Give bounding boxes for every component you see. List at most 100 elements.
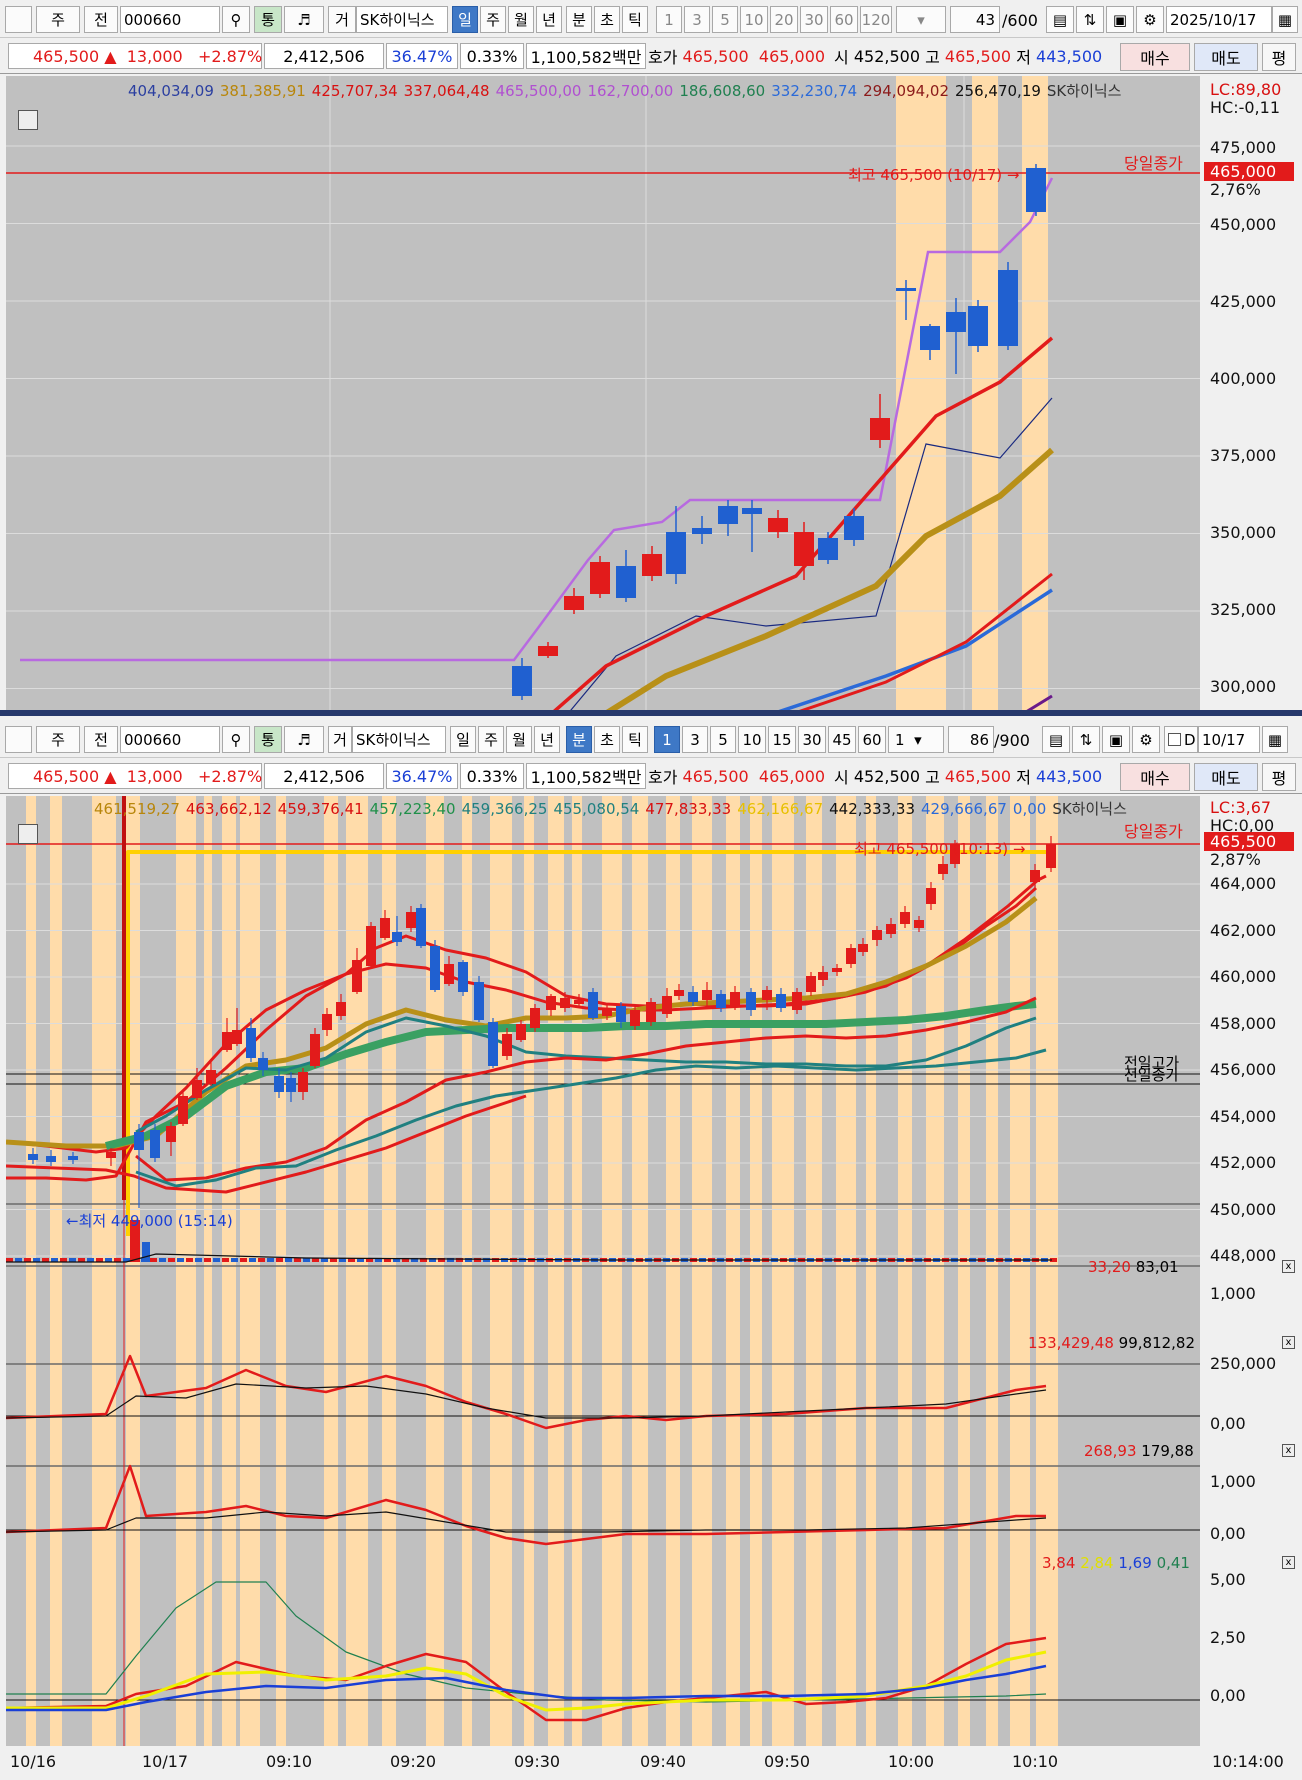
close-ind3-icon[interactable]: x — [1282, 1556, 1295, 1569]
interval-select[interactable]: 1 ▾ — [888, 726, 944, 753]
period-week[interactable]: 주 — [478, 726, 504, 753]
num-20[interactable]: 20 — [770, 6, 798, 33]
search-icon[interactable]: ⚲ — [222, 6, 250, 33]
volume-bar — [483, 1258, 490, 1262]
gear-icon[interactable]: ⚙ — [1136, 6, 1164, 33]
candle — [946, 312, 966, 332]
period-minute[interactable]: 분 — [566, 6, 592, 33]
code-input[interactable]: 000660 — [120, 6, 220, 33]
x-label: 10/17 — [142, 1752, 189, 1771]
period-week[interactable]: 주 — [480, 6, 506, 33]
ask-value: 465,500 — [682, 46, 749, 66]
prev-button[interactable]: 전 — [84, 726, 118, 753]
candle-icon[interactable]: ▤ — [1046, 6, 1074, 33]
calendar-icon[interactable]: ▦ — [1272, 6, 1298, 33]
count-input[interactable]: 43 — [950, 6, 1000, 33]
geo-button[interactable]: 거 — [328, 6, 356, 33]
code-input[interactable]: 000660 — [120, 726, 220, 753]
volume-bar — [213, 1258, 220, 1262]
interval-select[interactable]: ▾ — [896, 6, 946, 33]
legend-item: 381,385,91 — [219, 82, 306, 100]
sell-button[interactable]: 매도 — [1194, 43, 1258, 71]
legend-item: 459,366,25 — [461, 800, 548, 818]
period-day[interactable]: 일 — [452, 6, 478, 33]
highlight-band — [548, 796, 564, 1746]
volume-bar — [474, 1258, 481, 1262]
buy-button[interactable]: 매수 — [1120, 763, 1190, 791]
window-icon[interactable] — [5, 726, 32, 753]
x-label: 09:40 — [640, 1752, 687, 1771]
num-3[interactable]: 3 — [682, 726, 708, 753]
legend-item: 477,833,33 — [645, 800, 732, 818]
grid-toggle-icon[interactable] — [18, 110, 38, 130]
period-second[interactable]: 초 — [594, 6, 620, 33]
buy-button[interactable]: 매수 — [1120, 43, 1190, 71]
compare-icon[interactable]: ⇅ — [1072, 726, 1100, 753]
date-input[interactable]: 2025/10/17 — [1166, 6, 1272, 33]
count-input[interactable]: 86 — [948, 726, 994, 753]
num-3[interactable]: 3 — [684, 6, 710, 33]
num-1[interactable]: 1 — [656, 6, 682, 33]
tong-button[interactable]: 통 — [254, 6, 282, 33]
panel-separator[interactable] — [0, 710, 1302, 716]
sell-button[interactable]: 매도 — [1194, 763, 1258, 791]
window-icon[interactable] — [5, 6, 32, 33]
num-10[interactable]: 10 — [740, 6, 768, 33]
minute-tick: 462,000 — [1210, 920, 1277, 940]
d-checkbox[interactable]: D — [1164, 726, 1198, 753]
period-year[interactable]: 년 — [534, 726, 560, 753]
calendar-icon[interactable]: ▦ — [1262, 726, 1288, 753]
tong-button[interactable]: 통 — [254, 726, 282, 753]
num-30[interactable]: 30 — [798, 726, 826, 753]
daily-chart-panel[interactable]: 404,034,09 381,385,91 425,707,34 337,064,48… — [6, 76, 1200, 710]
close-ind2-icon[interactable]: x — [1282, 1444, 1295, 1457]
num-30[interactable]: 30 — [800, 6, 828, 33]
speaker-icon[interactable]: ♬ — [284, 6, 324, 33]
period-tick[interactable]: 틱 — [622, 6, 648, 33]
highlight-band — [1010, 796, 1030, 1746]
close-ind1-icon[interactable]: x — [1282, 1336, 1295, 1349]
period-tick[interactable]: 틱 — [622, 726, 648, 753]
num-1[interactable]: 1 — [654, 726, 680, 753]
period-second[interactable]: 초 — [594, 726, 620, 753]
minute-chart-panel[interactable]: 461,519,27 463,662,12 459,376,41 457,223,40… — [6, 796, 1200, 1746]
period-minute[interactable]: 분 — [566, 726, 592, 753]
num-45[interactable]: 45 — [828, 726, 856, 753]
period-month[interactable]: 월 — [508, 6, 534, 33]
candle-icon[interactable]: ▤ — [1042, 726, 1070, 753]
num-15[interactable]: 15 — [768, 726, 796, 753]
search-icon[interactable]: ⚲ — [222, 726, 250, 753]
close-vol-icon[interactable]: x — [1282, 1260, 1295, 1273]
candle — [896, 288, 916, 291]
save-icon[interactable]: ▣ — [1102, 726, 1130, 753]
num-120[interactable]: 120 — [860, 6, 892, 33]
num-60[interactable]: 60 — [830, 6, 858, 33]
num-5[interactable]: 5 — [710, 726, 736, 753]
period-year[interactable]: 년 — [536, 6, 562, 33]
low-value: 443,500 — [1036, 46, 1103, 66]
save-icon[interactable]: ▣ — [1106, 6, 1134, 33]
num-10[interactable]: 10 — [738, 726, 766, 753]
high-label: 고 — [925, 768, 940, 787]
type-select[interactable]: 주 — [36, 726, 80, 753]
band-lower-teal — [135, 1048, 1047, 1188]
period-day[interactable]: 일 — [450, 726, 476, 753]
compare-icon[interactable]: ⇅ — [1076, 6, 1104, 33]
period-month[interactable]: 월 — [506, 726, 532, 753]
gear-icon[interactable]: ⚙ — [1132, 726, 1160, 753]
stock-name[interactable]: SK하이닉스 — [352, 726, 446, 753]
speaker-icon[interactable]: ♬ — [284, 726, 324, 753]
eval-button[interactable]: 평 — [1262, 763, 1296, 791]
checkbox-icon[interactable] — [1168, 733, 1181, 746]
date-input[interactable]: 10/17 — [1198, 726, 1260, 753]
geo-button[interactable]: 거 — [328, 726, 352, 753]
grid-toggle-icon[interactable] — [18, 824, 38, 844]
num-5[interactable]: 5 — [712, 6, 738, 33]
price-value: 465,500 — [33, 766, 100, 786]
daily-close-label: 당일종가 — [1124, 154, 1183, 173]
prev-button[interactable]: 전 — [84, 6, 118, 33]
type-select[interactable]: 주 — [36, 6, 80, 33]
num-60[interactable]: 60 — [858, 726, 886, 753]
stock-name[interactable]: SK하이닉스 — [356, 6, 448, 33]
eval-button[interactable]: 평 — [1262, 43, 1296, 71]
